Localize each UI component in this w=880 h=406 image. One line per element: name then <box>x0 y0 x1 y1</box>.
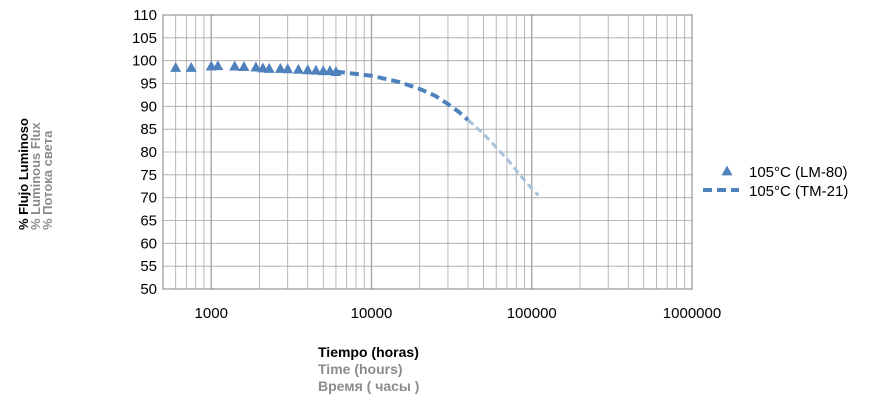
grid <box>162 14 692 290</box>
lm80-data-point <box>302 64 314 75</box>
tm21-projection-line <box>466 118 540 197</box>
y-axis-ticks: 50 55 60 65 70 75 80 85 90 95 100 105 110 <box>132 7 157 298</box>
x-tick-label: 100000 <box>507 305 557 322</box>
lm80-data-point <box>282 63 294 74</box>
tm21-line <box>335 69 470 122</box>
x-axis-title-en: Time (hours) <box>318 361 403 377</box>
y-tick-label: 105 <box>132 30 157 47</box>
y-tick-label: 75 <box>140 167 157 184</box>
lm80-data-point <box>263 62 275 73</box>
y-tick-label: 55 <box>140 258 157 275</box>
series-tm21 <box>335 69 540 197</box>
lm80-data-point <box>250 61 262 72</box>
legend-tm21-label: 105°C (TM-21) <box>749 183 848 200</box>
y-tick-label: 50 <box>140 281 157 298</box>
series-lm80 <box>170 60 342 77</box>
plot-area-border <box>162 14 693 290</box>
y-axis-title-ru: % Потока света <box>40 130 55 230</box>
x-axis-title: Tiempo (horas) Time (hours) Время ( часы… <box>318 344 419 395</box>
legend-lm80-label: 105°C (LM-80) <box>749 164 848 181</box>
y-tick-label: 100 <box>132 53 157 70</box>
lm80-data-point <box>238 61 250 72</box>
y-tick-label: 60 <box>140 235 157 252</box>
y-tick-label: 80 <box>140 144 157 161</box>
y-tick-label: 90 <box>140 98 157 115</box>
x-tick-label: 1000 <box>195 305 228 322</box>
x-tick-label: 1000000 <box>663 305 721 322</box>
lm80-data-point <box>292 63 304 74</box>
y-tick-label: 110 <box>133 7 157 24</box>
y-tick-label: 65 <box>140 213 157 230</box>
lm80-data-point <box>212 60 224 71</box>
x-axis-ticks: 1000 10000 100000 1000000 <box>195 305 722 322</box>
legend: 105°C (LM-80) 105°C (TM-21) <box>703 164 848 200</box>
y-tick-label: 70 <box>140 190 157 207</box>
y-tick-label: 95 <box>140 76 157 93</box>
x-tick-label: 10000 <box>351 305 393 322</box>
lm80-data-point <box>185 62 197 72</box>
x-axis-title-ru: Время ( часы ) <box>318 378 420 394</box>
lm80-data-point <box>170 62 182 72</box>
lm80-data-point <box>229 60 241 71</box>
legend-lm80-marker <box>721 165 733 176</box>
y-tick-label: 85 <box>140 121 157 138</box>
x-axis-title-es: Tiempo (horas) <box>318 344 419 360</box>
lm80-data-point <box>274 62 286 73</box>
lm80-data-point <box>310 64 322 75</box>
lm80-data-point <box>330 66 342 77</box>
